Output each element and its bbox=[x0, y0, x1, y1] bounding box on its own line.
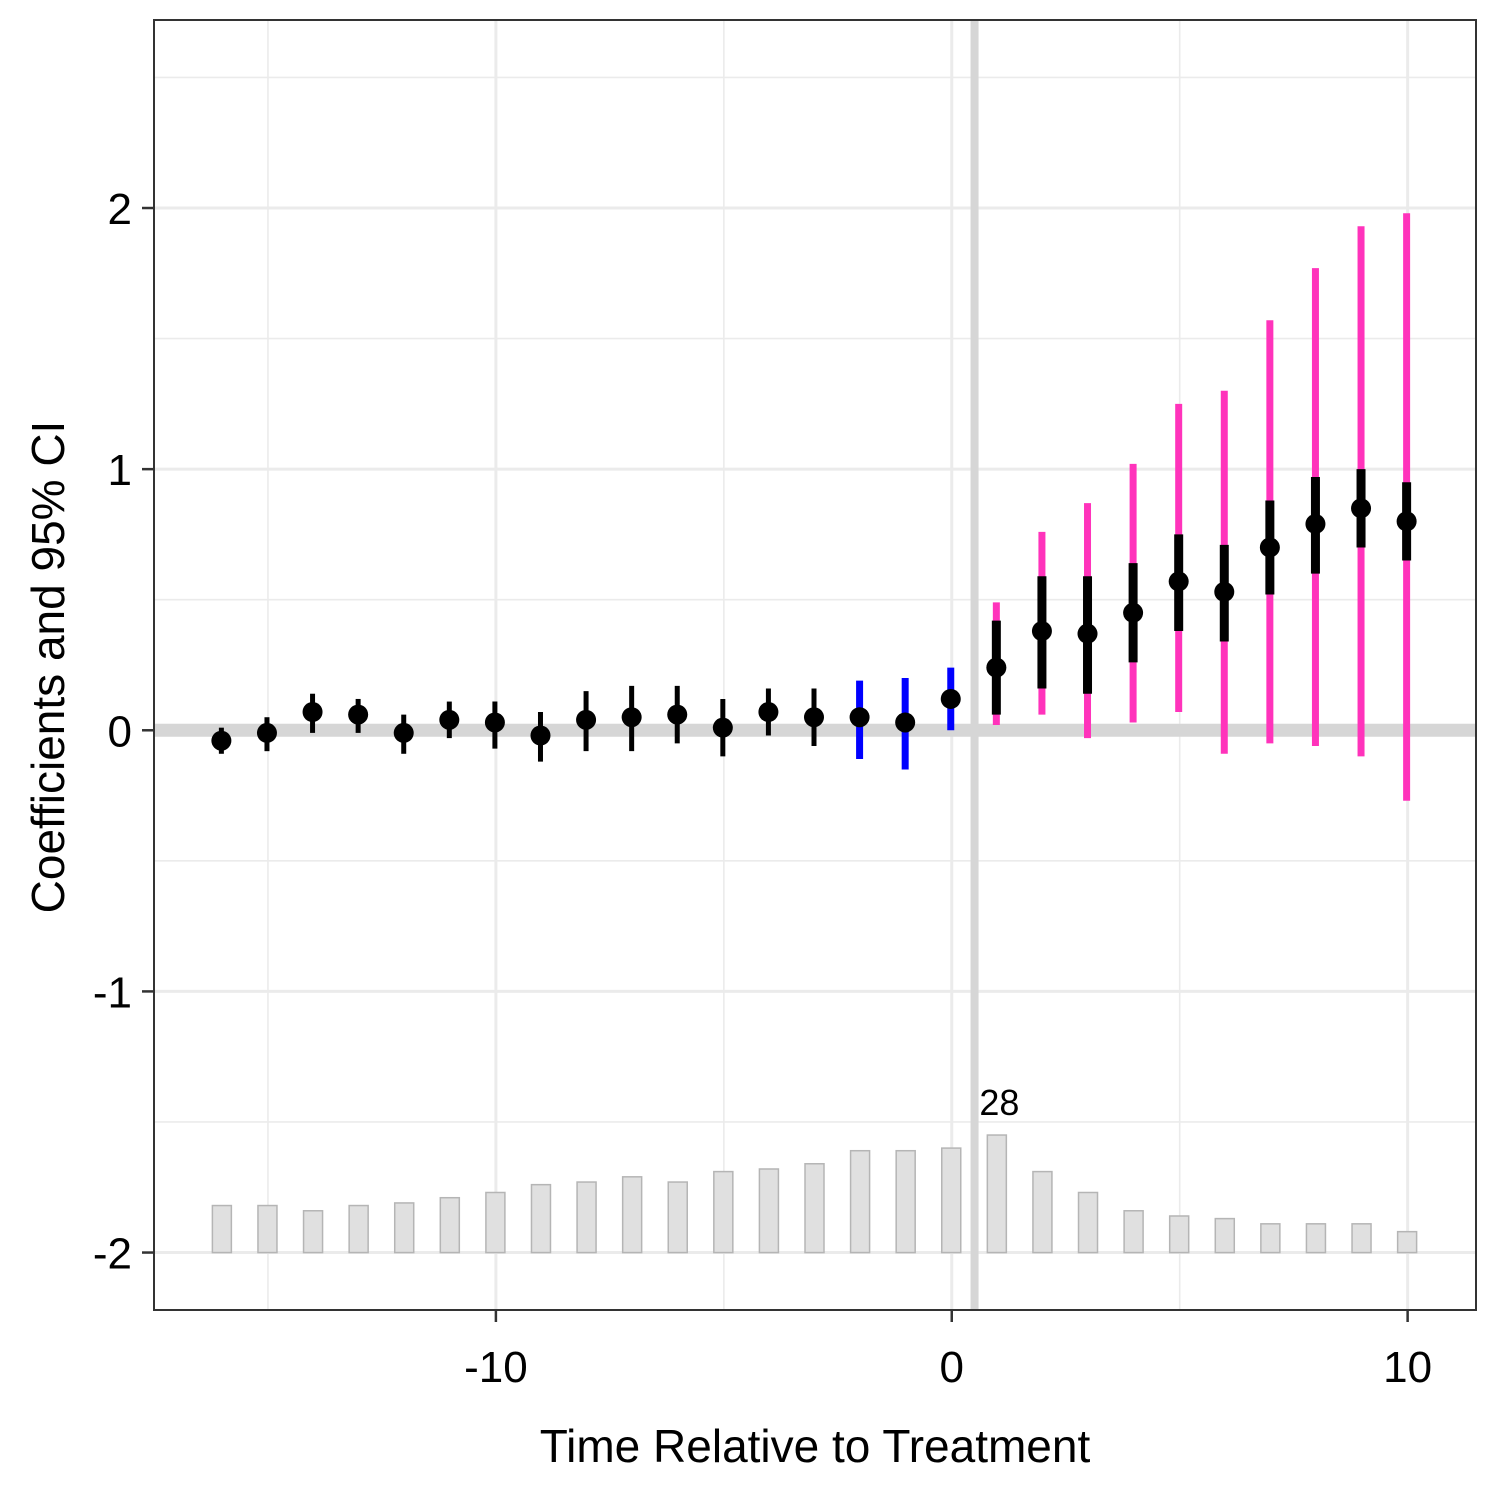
coefficient-point bbox=[895, 712, 916, 733]
x-tick-label: -10 bbox=[464, 1343, 528, 1392]
count-bar bbox=[257, 1204, 278, 1254]
count-bar bbox=[895, 1149, 916, 1254]
count-bar bbox=[1077, 1191, 1099, 1254]
count-bar bbox=[439, 1196, 461, 1254]
count-bar bbox=[986, 1134, 1008, 1254]
coefficient-point bbox=[621, 707, 642, 728]
count-bar bbox=[1123, 1210, 1144, 1254]
count-bar bbox=[941, 1147, 962, 1254]
coefficient-point bbox=[940, 688, 961, 709]
plot-area bbox=[154, 20, 1476, 1310]
y-tick-label: -1 bbox=[93, 968, 132, 1017]
count-bar bbox=[1260, 1223, 1281, 1254]
coefficient-point bbox=[1396, 511, 1417, 532]
count-bar bbox=[348, 1204, 369, 1254]
coefficient-point bbox=[1168, 571, 1189, 592]
count-bar bbox=[485, 1191, 506, 1254]
x-axis-title: Time Relative to Treatment bbox=[540, 1420, 1091, 1472]
coefficient-point bbox=[1214, 581, 1235, 602]
coefficient-point bbox=[1031, 621, 1052, 642]
y-tick-label: 2 bbox=[108, 185, 132, 234]
count-bar bbox=[1351, 1223, 1372, 1254]
count-bar bbox=[667, 1181, 688, 1254]
coefficient-point bbox=[758, 702, 779, 723]
coefficient-point bbox=[1259, 537, 1280, 558]
coefficient-point bbox=[1305, 513, 1326, 534]
y-tick-label: -2 bbox=[93, 1230, 132, 1279]
coefficient-point bbox=[667, 704, 688, 725]
count-bar bbox=[1032, 1170, 1053, 1254]
coefficient-point bbox=[804, 707, 824, 728]
count-bar bbox=[804, 1163, 825, 1254]
coefficient-points bbox=[211, 498, 1417, 751]
coefficient-point bbox=[211, 730, 232, 751]
coefficient-point bbox=[256, 722, 277, 743]
coefficient-point bbox=[393, 722, 414, 743]
count-bar bbox=[530, 1183, 552, 1254]
count-bar bbox=[713, 1170, 734, 1254]
coefficient-point bbox=[302, 702, 323, 723]
count-bar bbox=[758, 1168, 780, 1254]
count-bar bbox=[211, 1204, 233, 1254]
y-tick-label: 1 bbox=[108, 446, 132, 495]
coefficient-point bbox=[849, 707, 870, 728]
coefficient-point bbox=[576, 709, 597, 730]
count-bar bbox=[1305, 1223, 1327, 1254]
bar-count-label: 28 bbox=[979, 1082, 1019, 1123]
coefficient-point bbox=[348, 704, 369, 725]
plot-frame bbox=[153, 19, 1477, 1311]
count-bar bbox=[1168, 1215, 1190, 1254]
coefficient-point bbox=[712, 717, 733, 738]
plot-panel bbox=[154, 20, 1476, 1310]
bar-annotations: 28 bbox=[979, 1082, 1019, 1123]
count-bar bbox=[849, 1149, 871, 1254]
y-axis-title: Coefficients and 95% CI bbox=[22, 421, 74, 914]
coefficient-point bbox=[1351, 498, 1372, 519]
count-bars bbox=[211, 1134, 1418, 1254]
count-bar bbox=[302, 1210, 324, 1254]
coefficient-point bbox=[439, 709, 460, 730]
coefficient-point bbox=[1123, 602, 1144, 623]
x-tick-label: 0 bbox=[940, 1343, 964, 1392]
count-bar bbox=[576, 1181, 597, 1254]
coefficient-point bbox=[530, 725, 551, 746]
y-tick-label: 0 bbox=[108, 707, 132, 756]
count-bar bbox=[393, 1202, 415, 1254]
count-bar bbox=[621, 1176, 643, 1254]
plot-border bbox=[153, 19, 1477, 1311]
count-bar bbox=[1396, 1230, 1418, 1254]
coefficient-point bbox=[986, 657, 1007, 678]
x-axis-ticks: -10 0 10 bbox=[464, 1310, 1432, 1392]
count-bar bbox=[1214, 1217, 1236, 1254]
coefficient-point bbox=[484, 712, 505, 733]
x-tick-label: 10 bbox=[1383, 1343, 1432, 1392]
y-axis-ticks: -2 -1 0 1 2 bbox=[93, 185, 154, 1279]
coefficient-point bbox=[1077, 623, 1098, 644]
